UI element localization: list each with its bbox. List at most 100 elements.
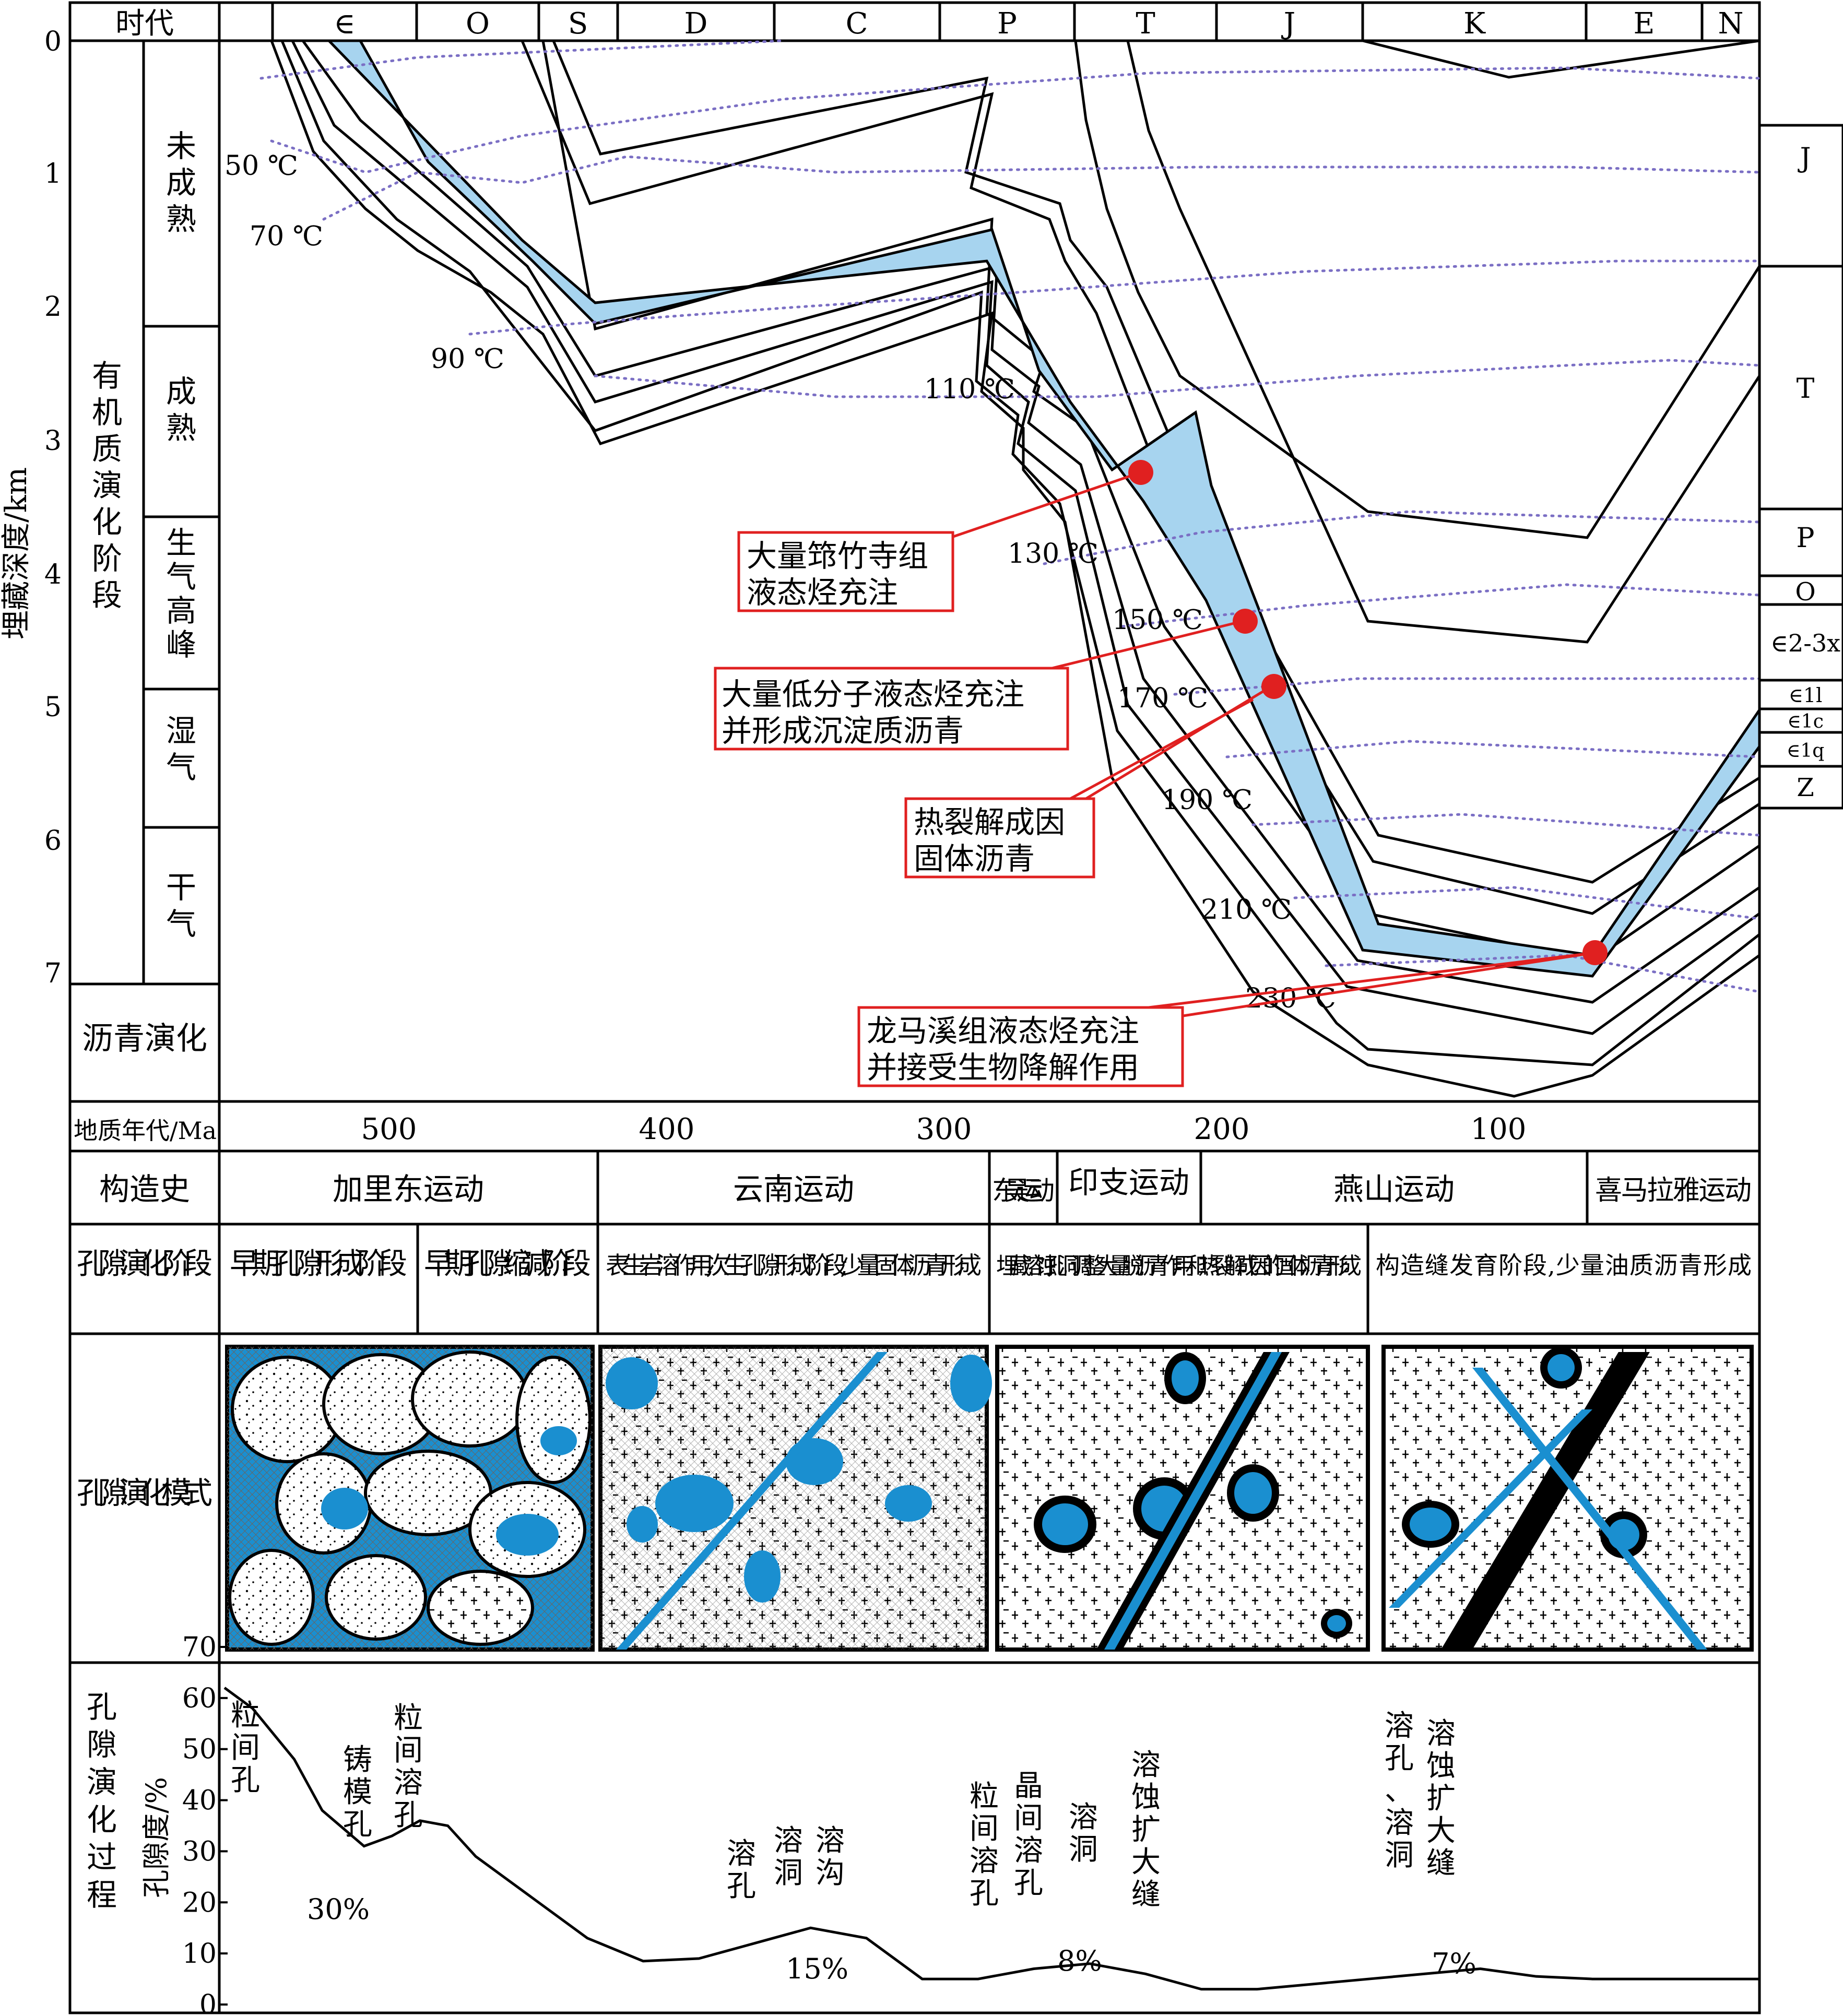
- pore-stage-label: 孔隙演化阶段: [77, 1247, 212, 1281]
- pore-stage: 表生岩溶作用,次生孔隙形成阶段,少量固体沥青形成: [606, 1251, 982, 1279]
- callout-text: 龙马溪组液态烃充注: [867, 1013, 1139, 1049]
- porosity-chart: [223, 1687, 1759, 1991]
- porosity-value: 8%: [1057, 1944, 1102, 1977]
- pore-model-panel: [225, 1345, 595, 1652]
- pore-type-label: 溶沟: [816, 1824, 845, 1890]
- porosity-value-labels: 30% 15% 8% 7%: [307, 1893, 1476, 1985]
- porosity-tick: 10: [182, 1938, 217, 1970]
- pore-model-panel: [995, 1345, 1370, 1652]
- porosity-tick: 50: [182, 1734, 217, 1765]
- callout-box: [737, 531, 954, 612]
- depth-tick: 5: [44, 692, 62, 723]
- pore-type-label: 溶孔: [727, 1837, 756, 1903]
- isotherm-label: 170 ℃: [1117, 683, 1208, 714]
- organic-stage: 未成熟: [166, 128, 196, 237]
- pore-type-label: 粒间孔: [231, 1699, 260, 1797]
- pore-model-panel: [598, 1345, 992, 1652]
- organic-stage-title: 有机质演化阶段: [92, 358, 122, 613]
- tectonic-label: 构造史: [99, 1171, 190, 1207]
- pore-type-label: 溶洞: [774, 1824, 803, 1890]
- depth-tick: 3: [44, 425, 62, 457]
- porosity-tick: 60: [182, 1683, 217, 1714]
- isotherm-labels: 50 ℃ 70 ℃ 90 ℃ 110 ℃ 130 ℃ 150 ℃ 170 ℃ 1…: [225, 150, 1336, 1014]
- porosity-value: 15%: [786, 1952, 848, 1985]
- isotherm-label: 110 ℃: [924, 374, 1015, 405]
- callouts: 大量筇竹寺组 液态烃充注 大量低分子液态烃充注 并形成沉淀质沥青 热裂解成因 固…: [714, 460, 1608, 1087]
- porosity-value: 30%: [307, 1893, 370, 1926]
- period-label: T: [1136, 7, 1155, 41]
- time-tick: 200: [1194, 1112, 1250, 1146]
- pore-process-label: 孔隙演化过程: [87, 1689, 117, 1913]
- callout-text: 液态烃充注: [747, 575, 898, 610]
- pore-type-label: 溶孔、溶洞: [1385, 1709, 1414, 1872]
- porosity-curve: [223, 1687, 1759, 1991]
- depth-tick: 1: [44, 158, 62, 189]
- period-label: P: [997, 7, 1017, 41]
- stratum-label: T: [1797, 373, 1815, 405]
- stratum-label: ∈2-3x: [1770, 629, 1840, 657]
- burial-curves: [270, 39, 1761, 1098]
- time-axis-label: 地质年代/Ma: [74, 1117, 217, 1145]
- strata-column: J T P O ∈2-3x ∈1l ∈1c ∈1q Z: [1758, 124, 1843, 810]
- period-label: K: [1463, 7, 1486, 41]
- isotherm-label: 190 ℃: [1162, 785, 1253, 816]
- callout-text: 热裂解成因: [914, 804, 1065, 840]
- pore-type-label: 粒间溶孔: [970, 1780, 999, 1911]
- isotherm-label: 210 ℃: [1201, 894, 1292, 926]
- isotherm-label: 150 ℃: [1112, 604, 1203, 636]
- depth-axis: 埋藏深度/km 0 1 2 3 4 5 6 7: [0, 26, 62, 989]
- era-label: 时代: [115, 7, 174, 41]
- pore-stage: 构造缝发育阶段,少量油质沥青形成: [1376, 1251, 1752, 1279]
- pore-model-panel: [1381, 1345, 1754, 1652]
- pore-stage: 埋藏溶蚀,孔洞调整大量脱沥青作用和热裂解成因的固体沥青形成: [996, 1253, 1362, 1279]
- callout-text: 大量筇竹寺组: [747, 538, 928, 574]
- pore-stage: 早期孔隙形成阶段: [230, 1247, 407, 1281]
- pore-model-label: 孔隙演化模式: [77, 1475, 212, 1511]
- depth-tick: 6: [44, 825, 62, 857]
- time-tick: 400: [639, 1112, 695, 1146]
- pore-type-labels: 粒间孔铸模孔粒间溶孔溶孔溶洞溶沟粒间溶孔晶间溶孔溶洞溶蚀扩大缝溶孔、溶洞溶蚀扩大…: [231, 1699, 1456, 1912]
- pore-type-label: 溶蚀扩大缝: [1131, 1748, 1161, 1912]
- porosity-tick: 40: [182, 1785, 217, 1817]
- stratum-label: ∈1l: [1789, 684, 1822, 707]
- charge-point-dot: [1233, 609, 1258, 634]
- porosity-tick: 0: [199, 1989, 217, 2016]
- time-tick: 500: [361, 1112, 417, 1146]
- stratum-label: P: [1797, 523, 1815, 554]
- callout-box: [857, 1006, 1184, 1087]
- oil-charging-band: [326, 39, 1761, 978]
- callout-text: 固体沥青: [914, 841, 1035, 876]
- pore-type-label: 晶间溶孔: [1014, 1769, 1043, 1900]
- porosity-tick: 70: [182, 1632, 217, 1663]
- organic-stage: 生气高峰: [166, 525, 196, 662]
- pore-stage-row: 孔隙演化阶段 早期孔隙形成阶段 早期孔隙缩减阶段 表生岩溶作用,次生孔隙形成阶段…: [77, 1224, 1752, 1334]
- tectonic-event: 燕山运动: [1333, 1171, 1455, 1207]
- time-tick: 100: [1471, 1112, 1527, 1146]
- tectonic-event: 东吴运动: [992, 1176, 1055, 1206]
- time-tick: 300: [916, 1112, 972, 1146]
- stratum-label: ∈1c: [1787, 711, 1824, 732]
- porosity-value: 7%: [1432, 1947, 1476, 1980]
- organic-stage: 成熟: [166, 374, 196, 446]
- isotherm-label: 70 ℃: [250, 221, 323, 252]
- period-label: N: [1718, 7, 1744, 41]
- stratum-label: O: [1795, 577, 1815, 607]
- tectonic-event: 喜马拉雅运动: [1595, 1175, 1752, 1206]
- isotherm-label: 130 ℃: [1008, 538, 1098, 570]
- depth-tick: 7: [44, 958, 62, 989]
- porosity-axis-title: 孔隙度/%: [140, 1777, 173, 1898]
- stratum-label: J: [1798, 143, 1811, 174]
- pore-model-row: 孔隙演化模式: [77, 1345, 1754, 1652]
- pore-type-label: 溶洞: [1069, 1800, 1098, 1867]
- pore-type-label: 铸模孔: [343, 1743, 372, 1842]
- stratum-label: Z: [1797, 773, 1814, 802]
- depth-tick: 2: [44, 291, 62, 323]
- pore-type-label: 溶蚀扩大缝: [1426, 1717, 1456, 1880]
- callout-box: [714, 667, 1069, 751]
- stratum-label: ∈1q: [1787, 740, 1825, 762]
- charge-point-dot: [1261, 674, 1286, 699]
- period-label: D: [684, 7, 708, 41]
- porosity-tick: 30: [182, 1836, 217, 1867]
